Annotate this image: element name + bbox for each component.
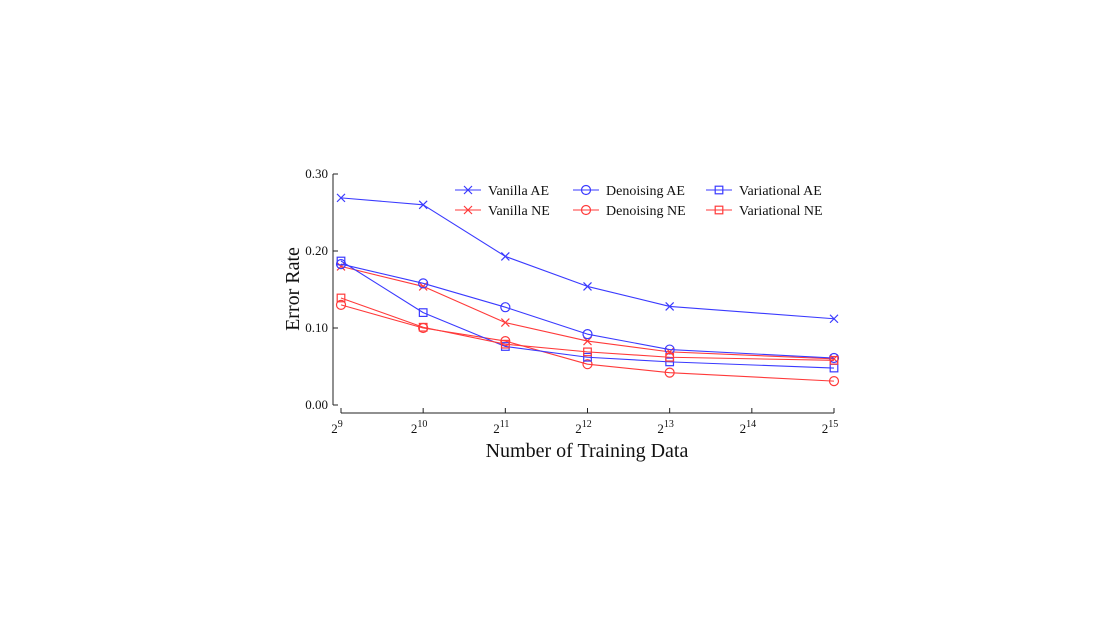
x-tick-label: 215 <box>822 419 839 436</box>
data-point-circle <box>500 335 511 347</box>
legend-marker <box>714 185 724 195</box>
legend-item: Denoising NE <box>573 204 686 219</box>
series-layer <box>335 193 840 387</box>
data-point-square <box>829 355 839 365</box>
data-point-square <box>583 352 592 362</box>
y-tick-label: 0.20 <box>305 243 328 258</box>
y-axis-title: Error Rate <box>282 247 304 331</box>
y-ticks: 0.00 0.10 0.20 0.30 <box>305 166 338 412</box>
data-point-square <box>418 322 428 332</box>
y-tick-label: 0.10 <box>305 320 328 335</box>
series-line <box>340 304 835 382</box>
x-tick-label: 211 <box>493 419 509 436</box>
legend-marker <box>463 205 473 215</box>
legend-label: Denoising NE <box>606 204 686 219</box>
y-tick-label: 0.30 <box>305 166 328 181</box>
data-point-circle <box>664 344 675 355</box>
series-line <box>340 197 835 320</box>
legend-item: Variational NE <box>706 204 823 219</box>
data-point-circle <box>418 278 429 289</box>
data-point-square <box>665 352 675 362</box>
legend-item: Denoising AE <box>573 184 685 199</box>
series-denoising-ne <box>335 299 840 387</box>
data-point-circle <box>500 302 511 313</box>
series-line <box>340 260 835 369</box>
x-tick-label: 214 <box>740 419 757 436</box>
legend-label: Variational NE <box>739 204 823 219</box>
series-vanilla-ae <box>336 193 839 324</box>
data-point-circle <box>828 352 840 364</box>
series-denoising-ae <box>335 258 840 364</box>
data-point-x <box>583 281 592 291</box>
legend: Vanilla AE Vanilla NE Denoising AE Denoisin… <box>455 184 823 219</box>
x-ticks: 29 210 211 212 213 214 215 <box>331 408 838 436</box>
legend-label: Denoising AE <box>606 184 685 199</box>
data-point-square <box>336 293 346 303</box>
data-point-x <box>336 261 346 271</box>
data-point-square <box>665 357 675 367</box>
data-point-x <box>665 302 675 311</box>
data-point-circle <box>582 359 593 370</box>
x-tick-label: 210 <box>411 419 428 436</box>
data-point-square <box>418 308 428 317</box>
data-point-square <box>500 339 510 349</box>
series-line <box>340 263 835 359</box>
data-point-x <box>418 200 428 210</box>
legend-marker <box>580 204 592 216</box>
x-axis-title: Number of Training Data <box>486 440 689 462</box>
legend-marker <box>580 184 592 196</box>
series-line <box>340 265 835 360</box>
data-point-circle <box>335 299 347 310</box>
data-point-circle <box>582 329 593 340</box>
data-point-x <box>336 193 346 203</box>
x-tick-label: 213 <box>657 419 674 436</box>
data-point-square <box>583 347 592 357</box>
series-line <box>340 297 835 361</box>
x-tick-label: 212 <box>575 419 592 436</box>
data-point-x <box>500 251 510 261</box>
legend-item: Vanilla AE <box>455 184 549 199</box>
x-tick-label: 29 <box>331 419 343 436</box>
data-point-x <box>500 318 510 328</box>
legend-item: Variational AE <box>706 184 822 199</box>
y-tick-label: 0.00 <box>305 397 328 412</box>
legend-marker <box>463 185 473 195</box>
legend-item: Vanilla NE <box>455 204 550 219</box>
legend-label: Vanilla NE <box>488 204 550 219</box>
data-point-square <box>336 256 346 266</box>
data-point-circle <box>828 376 840 387</box>
data-point-x <box>829 314 839 324</box>
legend-marker <box>714 205 724 215</box>
series-variational-ne <box>336 293 839 365</box>
legend-label: Vanilla AE <box>488 184 549 199</box>
legend-label: Variational AE <box>739 184 822 199</box>
data-point-circle <box>664 367 675 378</box>
